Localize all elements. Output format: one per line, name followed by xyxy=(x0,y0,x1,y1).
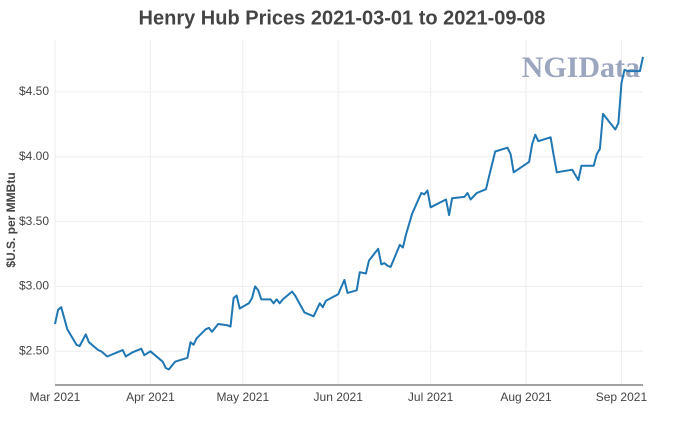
x-tick-label: Aug 2021 xyxy=(500,390,552,404)
price-line xyxy=(54,56,644,371)
x-tick-label: Jun 2021 xyxy=(314,390,364,404)
y-tick-label: $4.00 xyxy=(19,149,49,163)
y-axis-title: $U.S. per MMBtu xyxy=(4,172,18,267)
x-tick-label: Jul 2021 xyxy=(408,390,454,404)
chart-title: Henry Hub Prices 2021-03-01 to 2021-09-0… xyxy=(139,7,546,29)
x-tick-label: Sep 2021 xyxy=(596,390,648,404)
y-tick-label: $3.50 xyxy=(19,214,49,228)
x-tick-label: May 2021 xyxy=(216,390,269,404)
y-tick-label: $4.50 xyxy=(19,84,49,98)
x-tick-label: Mar 2021 xyxy=(30,390,81,404)
y-tick-label: $3.00 xyxy=(19,279,49,293)
x-tick-label: Apr 2021 xyxy=(126,390,175,404)
y-tick-label: $2.50 xyxy=(19,343,49,357)
watermark: NGIData xyxy=(522,51,640,84)
